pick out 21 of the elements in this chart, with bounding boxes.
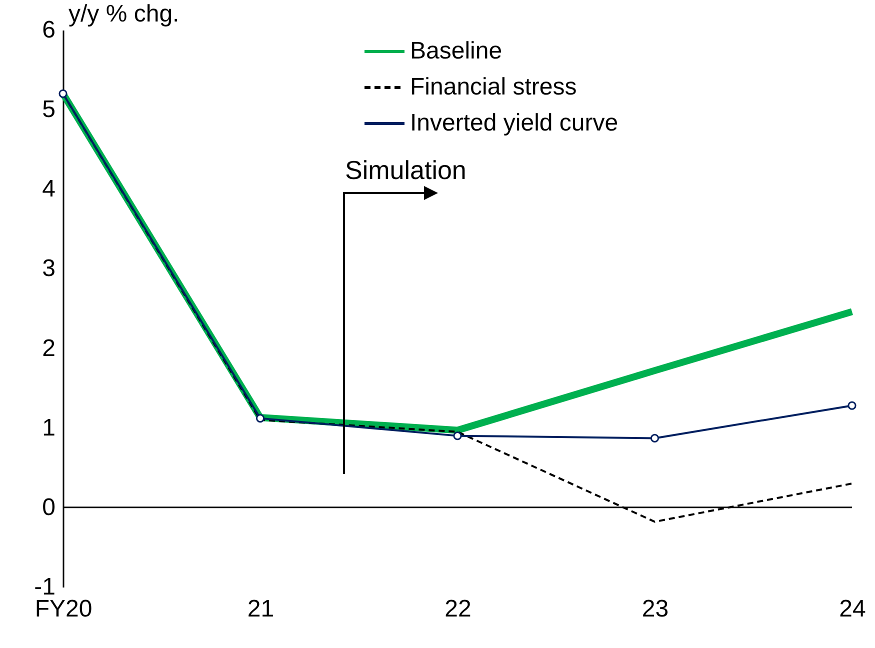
y-tick-label: 0	[42, 494, 56, 521]
y-tick-label: 5	[42, 96, 56, 124]
y-tick-label: 1	[42, 414, 56, 442]
y-tick-label: 4	[42, 176, 56, 203]
y-tick-label: 2	[42, 334, 56, 362]
x-tick-label: 24	[839, 596, 866, 622]
annotation: Simulation	[345, 155, 466, 186]
point	[848, 401, 856, 410]
legend-label: Inverted yield curve	[410, 110, 618, 136]
x-tick-label: 21	[247, 596, 274, 622]
legend-label: Baseline	[410, 38, 502, 64]
point	[453, 432, 462, 440]
x-tick-label: 23	[642, 596, 669, 622]
y-axis-title: y/y % chg.	[68, 0, 180, 28]
y-tick-label: 3	[42, 255, 56, 282]
x-tick-label: 22	[444, 596, 472, 622]
point	[650, 434, 660, 442]
legend-label: Financial stress	[410, 74, 577, 100]
point	[256, 414, 265, 423]
y-tick-label: 6	[42, 16, 56, 44]
point	[58, 89, 68, 98]
